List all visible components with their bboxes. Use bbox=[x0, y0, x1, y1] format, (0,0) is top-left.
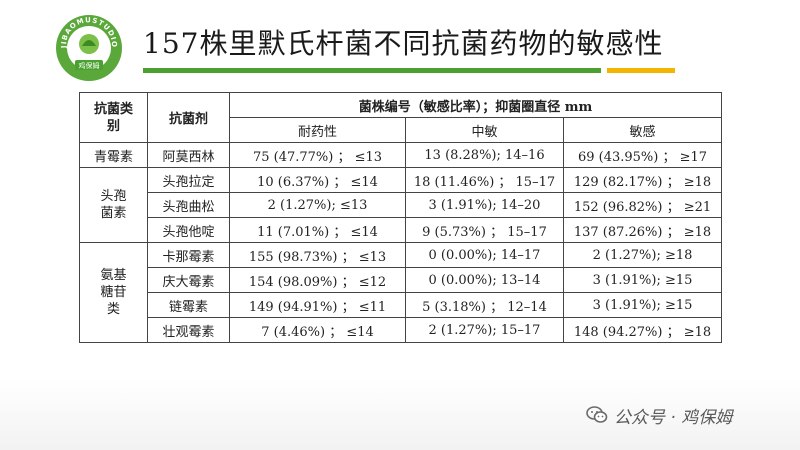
header-sensitive: 敏感 bbox=[562, 117, 723, 143]
header-intermediate: 中敏 bbox=[405, 117, 564, 143]
sensitive-cell: 2 (1.27%); ≥18 bbox=[562, 242, 723, 268]
resistant-cell: 75 (47.77%) ； ≤13 bbox=[229, 142, 406, 168]
title-underline-green bbox=[143, 68, 601, 73]
table-header-row: 抗菌类别 抗菌剂 菌株编号（敏感比率）；抑菌圈直径 mm bbox=[79, 92, 723, 143]
table-row: 庆大霉素 154 (98.09%) ； ≤12 0 (0.00%); 13–14… bbox=[80, 267, 723, 293]
drug-cell: 壮观霉素 bbox=[147, 317, 230, 343]
sensitive-cell: 3 (1.91%); ≥15 bbox=[562, 267, 723, 293]
resistant-cell: 149 (94.91%) ； ≤11 bbox=[229, 292, 406, 318]
page-title: 157株里默氏杆菌不同抗菌药物的敏感性 bbox=[143, 27, 664, 60]
intermediate-cell: 0 (0.00%); 13–14 bbox=[405, 267, 564, 293]
category-cell: 氨基糖苷类 bbox=[79, 242, 148, 343]
drug-cell: 卡那霉素 bbox=[147, 242, 230, 268]
wechat-icon bbox=[586, 406, 608, 423]
intermediate-cell: 2 (1.27%); 15–17 bbox=[405, 317, 564, 343]
intermediate-cell: 9 (5.73%) ； 15–17 bbox=[405, 217, 564, 243]
header-resistant: 耐药性 bbox=[229, 117, 406, 143]
drug-cell: 庆大霉素 bbox=[147, 267, 230, 293]
resistant-cell: 155 (98.73%) ； ≤13 bbox=[229, 242, 406, 268]
sensitive-cell: 148 (94.27%) ； ≥18 bbox=[562, 317, 723, 343]
sensitivity-table: 抗菌类别 抗菌剂 菌株编号（敏感比率）；抑菌圈直径 mm 耐药性 中敏 敏感 青… bbox=[79, 92, 723, 343]
table-row: 壮观霉素 7 (4.46%) ； ≤14 2 (1.27%); 15–17 14… bbox=[80, 317, 723, 343]
intermediate-cell: 13 (8.28%); 14–16 bbox=[405, 142, 564, 168]
drug-cell: 头孢他啶 bbox=[147, 217, 230, 243]
sensitive-cell: 152 (96.82%) ； ≥21 bbox=[562, 192, 723, 218]
resistant-cell: 7 (4.46%) ； ≤14 bbox=[229, 317, 406, 343]
header-category: 抗菌类别 bbox=[79, 92, 148, 143]
sensitive-cell: 137 (87.26%) ； ≥18 bbox=[562, 217, 723, 243]
category-cell: 青霉素 bbox=[79, 142, 148, 168]
title-underline-yellow bbox=[607, 68, 675, 73]
table-row: 头孢他啶 11 (7.01%) ； ≤14 9 (5.73%) ； 15–17 … bbox=[80, 217, 723, 243]
table-row: 头孢曲松 2 (1.27%); ≤13 3 (1.91%); 14–20 152… bbox=[80, 192, 723, 218]
category-cell: 头孢菌素 bbox=[79, 167, 148, 243]
table-row: 氨基糖苷类 卡那霉素 155 (98.73%) ； ≤13 0 (0.00%);… bbox=[79, 242, 723, 343]
resistant-cell: 11 (7.01%) ； ≤14 bbox=[229, 217, 406, 243]
resistant-cell: 10 (6.37%) ； ≤14 bbox=[229, 167, 406, 193]
resistant-cell: 154 (98.09%) ； ≤12 bbox=[229, 267, 406, 293]
watermark: 公众号 · 鸡保姆 bbox=[586, 402, 732, 428]
brand-logo: JIBAOMUSTUDIO 鸡保姆 bbox=[55, 14, 123, 82]
intermediate-cell: 3 (1.91%); 14–20 bbox=[405, 192, 564, 218]
drug-cell: 链霉素 bbox=[147, 292, 230, 318]
header-drug: 抗菌剂 bbox=[147, 92, 230, 143]
header-group: 菌株编号（敏感比率）；抑菌圈直径 mm bbox=[228, 92, 723, 118]
sensitive-cell: 3 (1.91%); ≥15 bbox=[562, 292, 723, 318]
intermediate-cell: 0 (0.00%); 14–17 bbox=[405, 242, 564, 268]
drug-cell: 阿莫西林 bbox=[147, 142, 230, 168]
footer-band bbox=[0, 380, 800, 450]
table-row: 链霉素 149 (94.91%) ； ≤11 5 (3.18%) ； 12–14… bbox=[80, 292, 723, 318]
table-row: 头孢菌素 头孢拉定 10 (6.37%) ； ≤14 18 (11.46%) ；… bbox=[79, 167, 723, 243]
watermark-text: 公众号 · 鸡保姆 bbox=[614, 407, 733, 428]
sensitive-cell: 69 (43.95%) ； ≥17 bbox=[562, 142, 723, 168]
sensitive-cell: 129 (82.17%) ； ≥18 bbox=[562, 167, 723, 193]
intermediate-cell: 18 (11.46%) ； 15–17 bbox=[405, 167, 564, 193]
logo-brand-text: 鸡保姆 bbox=[79, 61, 100, 70]
drug-cell: 头孢曲松 bbox=[147, 192, 230, 218]
resistant-cell: 2 (1.27%); ≤13 bbox=[229, 192, 406, 218]
drug-cell: 头孢拉定 bbox=[147, 167, 230, 193]
table-row: 青霉素 阿莫西林 75 (47.77%) ； ≤13 13 (8.28%); 1… bbox=[79, 142, 723, 168]
intermediate-cell: 5 (3.18%) ； 12–14 bbox=[405, 292, 564, 318]
table-subheader-row: 耐药性 中敏 敏感 bbox=[80, 117, 723, 143]
